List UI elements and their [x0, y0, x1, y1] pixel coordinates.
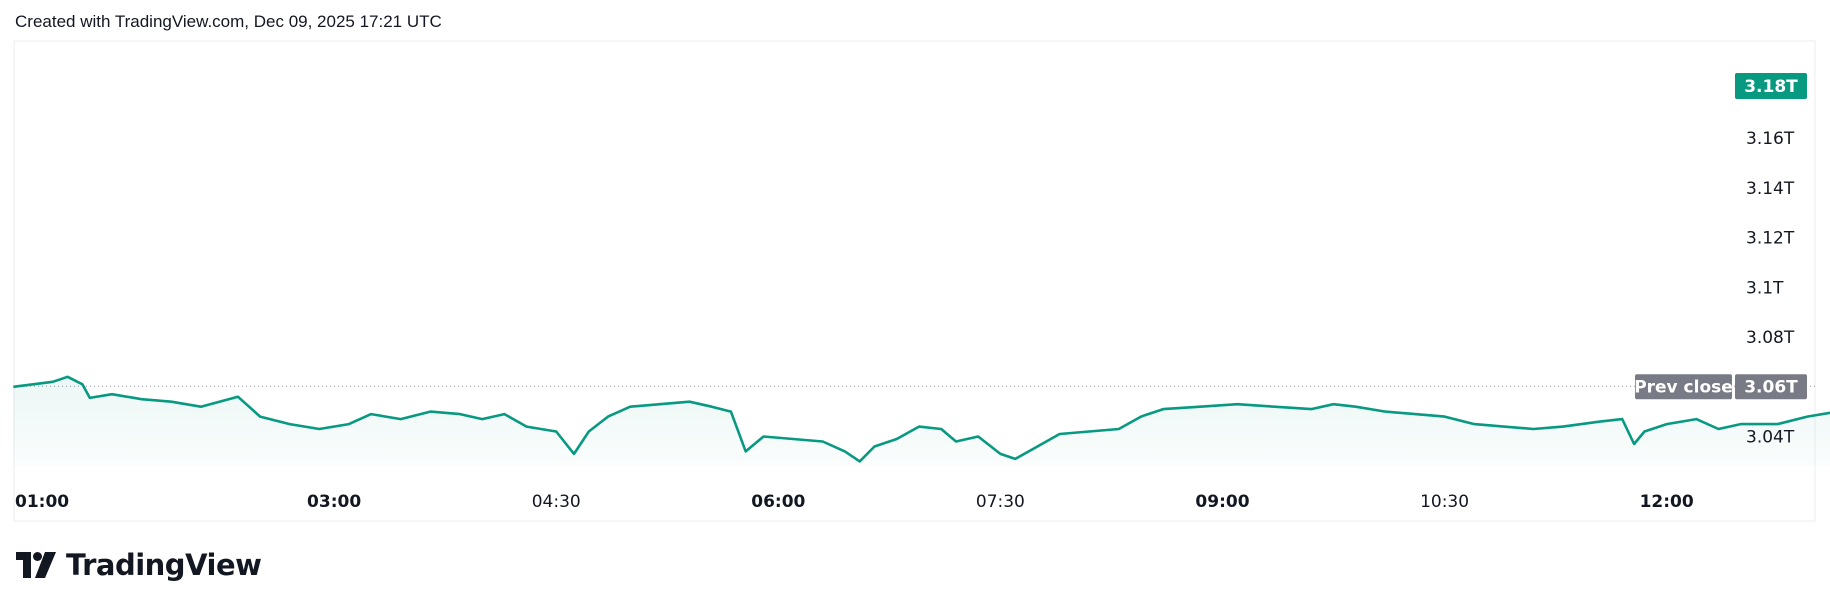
prev-close-tag: Prev close	[1634, 374, 1733, 400]
x-tick-label: 07:30	[976, 492, 1025, 512]
last-price-label: 3.18T	[1744, 77, 1798, 97]
last-price-tag: 3.18T	[1735, 73, 1807, 99]
x-tick-label: 10:30	[1420, 492, 1469, 512]
prev-close-value-label: 3.06T	[1744, 377, 1798, 397]
x-tick-label: 09:00	[1195, 492, 1249, 512]
x-tick-label: 04:30	[532, 492, 581, 512]
y-tick-label: 3.14T	[1746, 179, 1795, 199]
tradingview-logo[interactable]: TradingView	[16, 548, 262, 582]
x-tick-label: 03:00	[307, 492, 361, 512]
prev-close-label: Prev close	[1634, 377, 1733, 397]
x-tick-label: 06:00	[751, 492, 805, 512]
series-line	[13, 375, 1830, 463]
created-with-caption: Created with TradingView.com, Dec 09, 20…	[15, 12, 442, 31]
tradingview-wordmark: TradingView	[66, 548, 262, 582]
y-tick-label: 3.08T	[1746, 328, 1795, 348]
y-tick-label: 3.1T	[1746, 278, 1784, 298]
x-tick-label: 01:00	[15, 492, 69, 512]
x-tick-label: 12:00	[1640, 492, 1694, 512]
prev-close-value-tag: 3.06T	[1735, 374, 1807, 400]
tradingview-logo-icon	[16, 552, 56, 578]
y-tick-label: 3.16T	[1746, 129, 1795, 149]
chart-frame	[13, 40, 1816, 522]
series-area	[13, 376, 1830, 466]
y-tick-label: 3.04T	[1746, 428, 1795, 448]
y-tick-label: 3.12T	[1746, 229, 1795, 249]
